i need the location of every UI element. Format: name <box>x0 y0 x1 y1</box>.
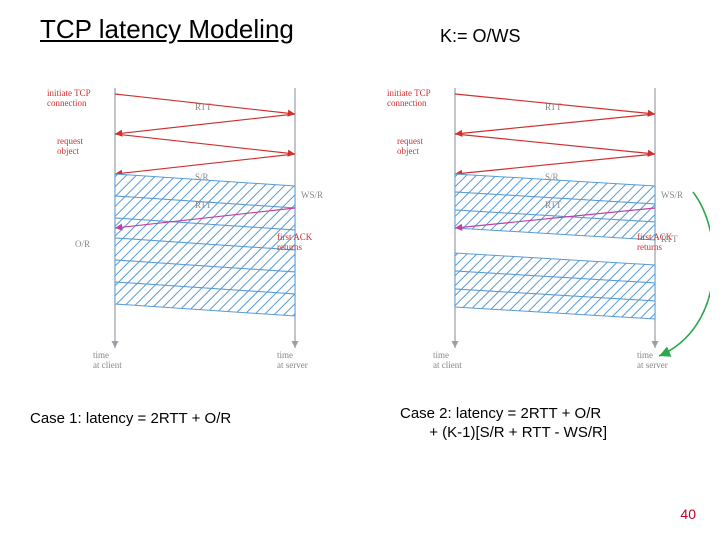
figure-label: time at client <box>433 350 462 370</box>
figure-label: WS/R <box>301 190 323 200</box>
case1-caption: Case 1: latency = 2RTT + O/R <box>30 410 231 429</box>
figure-label: RTT <box>661 234 677 244</box>
figure-label: initiate TCP connection <box>47 88 91 108</box>
figure-label: RTT <box>195 200 211 210</box>
case2-line2: + (K-1)[S/R + RTT - WS/R] <box>429 424 607 441</box>
figure-label: S/R <box>545 172 559 182</box>
figure-label: RTT <box>195 102 211 112</box>
case2-line1: Case 2: latency = 2RTT + O/R <box>400 405 601 422</box>
figure-label: initiate TCP connection <box>387 88 431 108</box>
figure-label: request object <box>57 136 83 156</box>
page-number: 40 <box>680 506 696 522</box>
figure-label: S/R <box>195 172 209 182</box>
figure-label: RTT <box>545 102 561 112</box>
figure-label: time at server <box>637 350 668 370</box>
figure-label: WS/R <box>661 190 683 200</box>
figure-label: time at server <box>277 350 308 370</box>
figure-label: RTT <box>545 200 561 210</box>
figure-label: request object <box>397 136 423 156</box>
figure-label: first ACK returns <box>277 232 312 252</box>
figure-label: time at client <box>93 350 122 370</box>
page-title: TCP latency Modeling <box>40 14 294 45</box>
figure-label: O/R <box>75 239 90 249</box>
k-definition: K:= O/WS <box>440 26 521 47</box>
case2-caption: Case 2: latency = 2RTT + O/R + (K-1)[S/R… <box>400 405 700 443</box>
figure-case1: initiate TCP connection request object RTT… <box>35 78 345 378</box>
figure-case2: initiate TCP connection request object RTT… <box>375 78 710 378</box>
